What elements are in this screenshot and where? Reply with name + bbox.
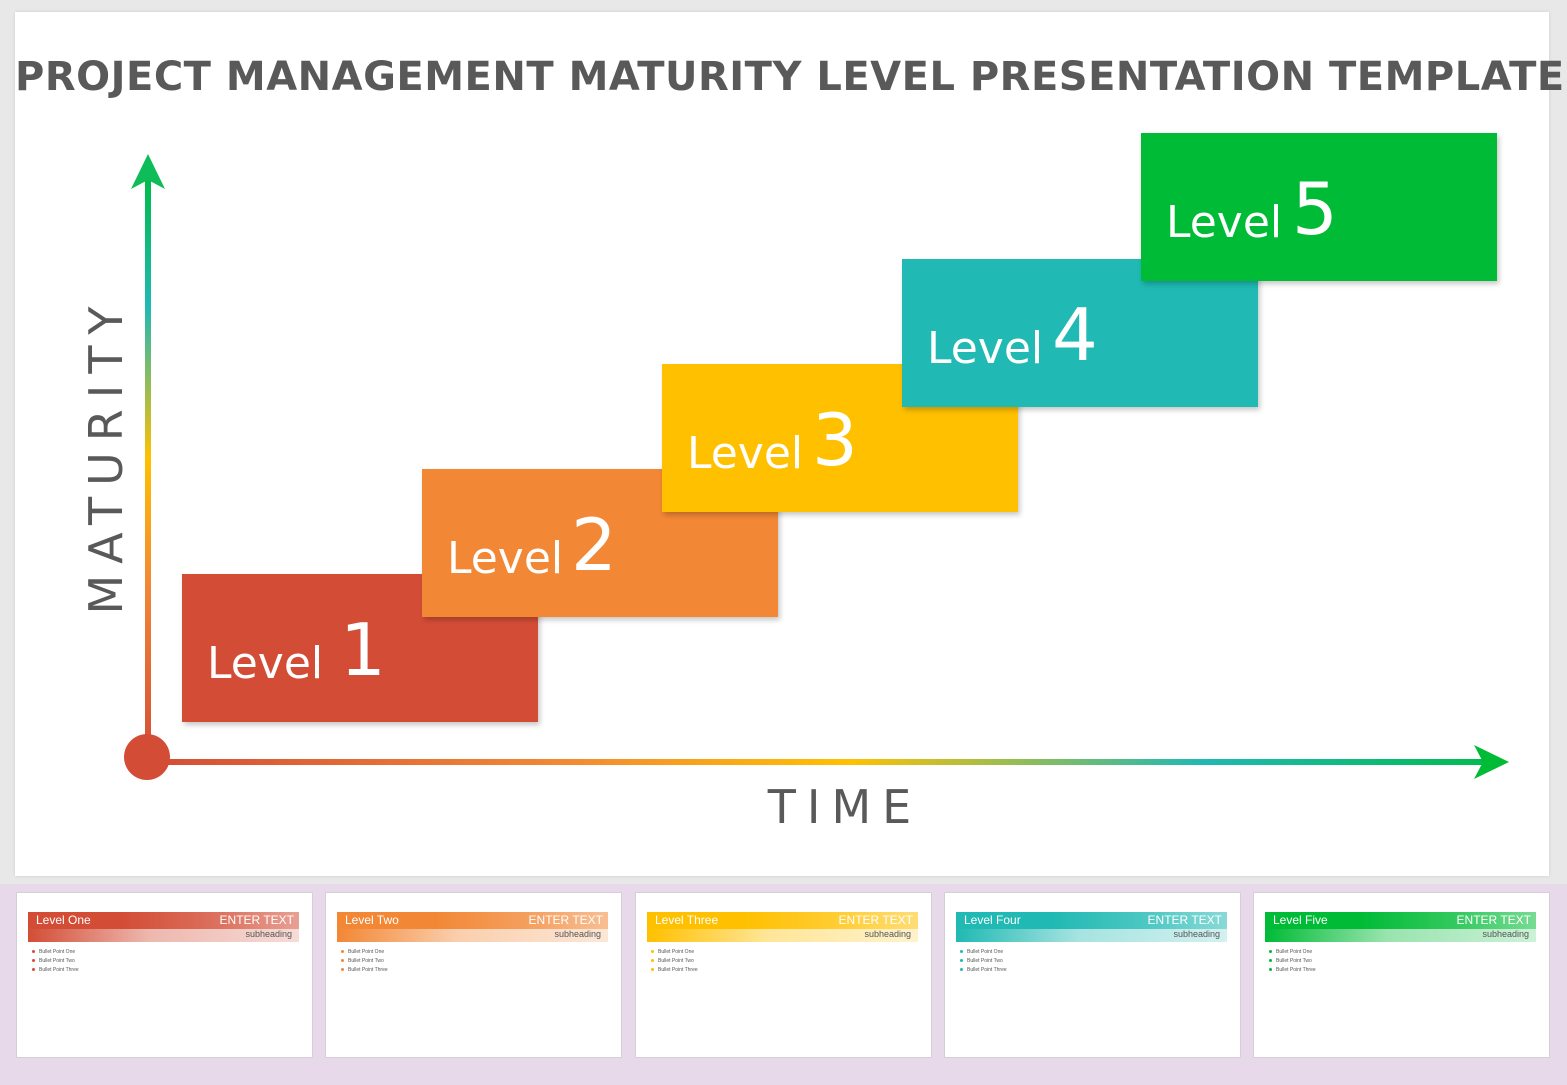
origin-dot	[124, 734, 170, 780]
x-axis-label: TIME	[767, 780, 923, 834]
thumbnail-subheading: subheading	[337, 929, 608, 942]
thumbnail-title: Level One	[36, 913, 91, 927]
bullet-item: Bullet Point One	[341, 948, 388, 957]
thumbnail-level-two[interactable]: Level Two ENTER TEXT subheading Bullet P…	[325, 892, 622, 1058]
y-axis-label: MATURITY	[79, 295, 133, 615]
level-number: 5	[1292, 167, 1338, 251]
thumbnail-enter-text: ENTER TEXT	[1147, 913, 1222, 927]
slide-title: PROJECT MANAGEMENT MATURITY LEVEL PRESEN…	[15, 54, 1565, 100]
thumbnail-enter-text: ENTER TEXT	[219, 913, 294, 927]
thumbnail-header: Level Five ENTER TEXT	[1265, 912, 1536, 929]
bullet-item: Bullet Point Two	[1269, 957, 1316, 966]
bullet-item: Bullet Point One	[651, 948, 698, 957]
thumbnail-title: Level Five	[1273, 913, 1328, 927]
thumbnail-enter-text: ENTER TEXT	[838, 913, 913, 927]
level-word: Level	[447, 533, 564, 584]
level-1-box[interactable]: Level 1	[182, 574, 538, 722]
thumbnail-header: Level Two ENTER TEXT	[337, 912, 608, 929]
thumbnail-subheading: subheading	[1265, 929, 1536, 942]
level-number: 1	[340, 608, 386, 692]
x-axis-line	[148, 759, 1498, 765]
thumbnail-bullets: Bullet Point One Bullet Point Two Bullet…	[341, 948, 388, 975]
level-word: Level	[1166, 197, 1283, 248]
thumbnail-level-one[interactable]: Level One ENTER TEXT subheading Bullet P…	[16, 892, 313, 1058]
bullet-item: Bullet Point One	[32, 948, 79, 957]
level-word: Level	[927, 323, 1044, 374]
thumbnail-level-three[interactable]: Level Three ENTER TEXT subheading Bullet…	[635, 892, 932, 1058]
thumbnail-title: Level Four	[964, 913, 1021, 927]
bullet-item: Bullet Point Three	[1269, 966, 1316, 975]
bullet-item: Bullet Point One	[1269, 948, 1316, 957]
thumbnail-subheading: subheading	[28, 929, 299, 942]
bullet-item: Bullet Point Three	[341, 966, 388, 975]
thumbnail-title: Level Three	[655, 913, 719, 927]
y-axis-arrowhead	[131, 154, 165, 189]
axes	[124, 154, 1509, 780]
thumbnail-enter-text: ENTER TEXT	[528, 913, 603, 927]
bullet-item: Bullet Point Two	[651, 957, 698, 966]
thumbnail-header: Level One ENTER TEXT	[28, 912, 299, 929]
y-axis-line	[145, 180, 151, 758]
thumbnail-subheading: subheading	[647, 929, 918, 942]
thumbnail-level-four[interactable]: Level Four ENTER TEXT subheading Bullet …	[944, 892, 1241, 1058]
thumbnail-subheading: subheading	[956, 929, 1227, 942]
bullet-item: Bullet Point Three	[960, 966, 1007, 975]
thumbnail-bullets: Bullet Point One Bullet Point Two Bullet…	[651, 948, 698, 975]
bullet-item: Bullet Point One	[960, 948, 1007, 957]
level-number: 2	[571, 503, 617, 587]
bullet-item: Bullet Point Two	[32, 957, 79, 966]
level-2-box[interactable]: Level 2	[422, 469, 778, 617]
thumbnail-header: Level Three ENTER TEXT	[647, 912, 918, 929]
level-word: Level	[687, 428, 804, 479]
bullet-item: Bullet Point Three	[651, 966, 698, 975]
thumbnail-bullets: Bullet Point One Bullet Point Two Bullet…	[32, 948, 79, 975]
level-word: Level	[207, 638, 324, 689]
thumbnail-level-five[interactable]: Level Five ENTER TEXT subheading Bullet …	[1253, 892, 1550, 1058]
level-number: 3	[812, 398, 858, 482]
x-axis-arrowhead	[1474, 745, 1509, 779]
thumbnail-bullets: Bullet Point One Bullet Point Two Bullet…	[960, 948, 1007, 975]
thumbnail-bullets: Bullet Point One Bullet Point Two Bullet…	[1269, 948, 1316, 975]
thumbnail-header: Level Four ENTER TEXT	[956, 912, 1227, 929]
bullet-item: Bullet Point Two	[960, 957, 1007, 966]
bullet-item: Bullet Point Three	[32, 966, 79, 975]
level-number: 4	[1052, 293, 1098, 377]
level-4-box[interactable]: Level 4	[902, 259, 1258, 407]
slide-thumbnail-strip: Level One ENTER TEXT subheading Bullet P…	[0, 884, 1567, 1085]
main-slide: PROJECT MANAGEMENT MATURITY LEVEL PRESEN…	[15, 12, 1565, 876]
bullet-item: Bullet Point Two	[341, 957, 388, 966]
level-5-box[interactable]: Level 5	[1141, 133, 1497, 281]
thumbnail-enter-text: ENTER TEXT	[1456, 913, 1531, 927]
thumbnail-title: Level Two	[345, 913, 399, 927]
